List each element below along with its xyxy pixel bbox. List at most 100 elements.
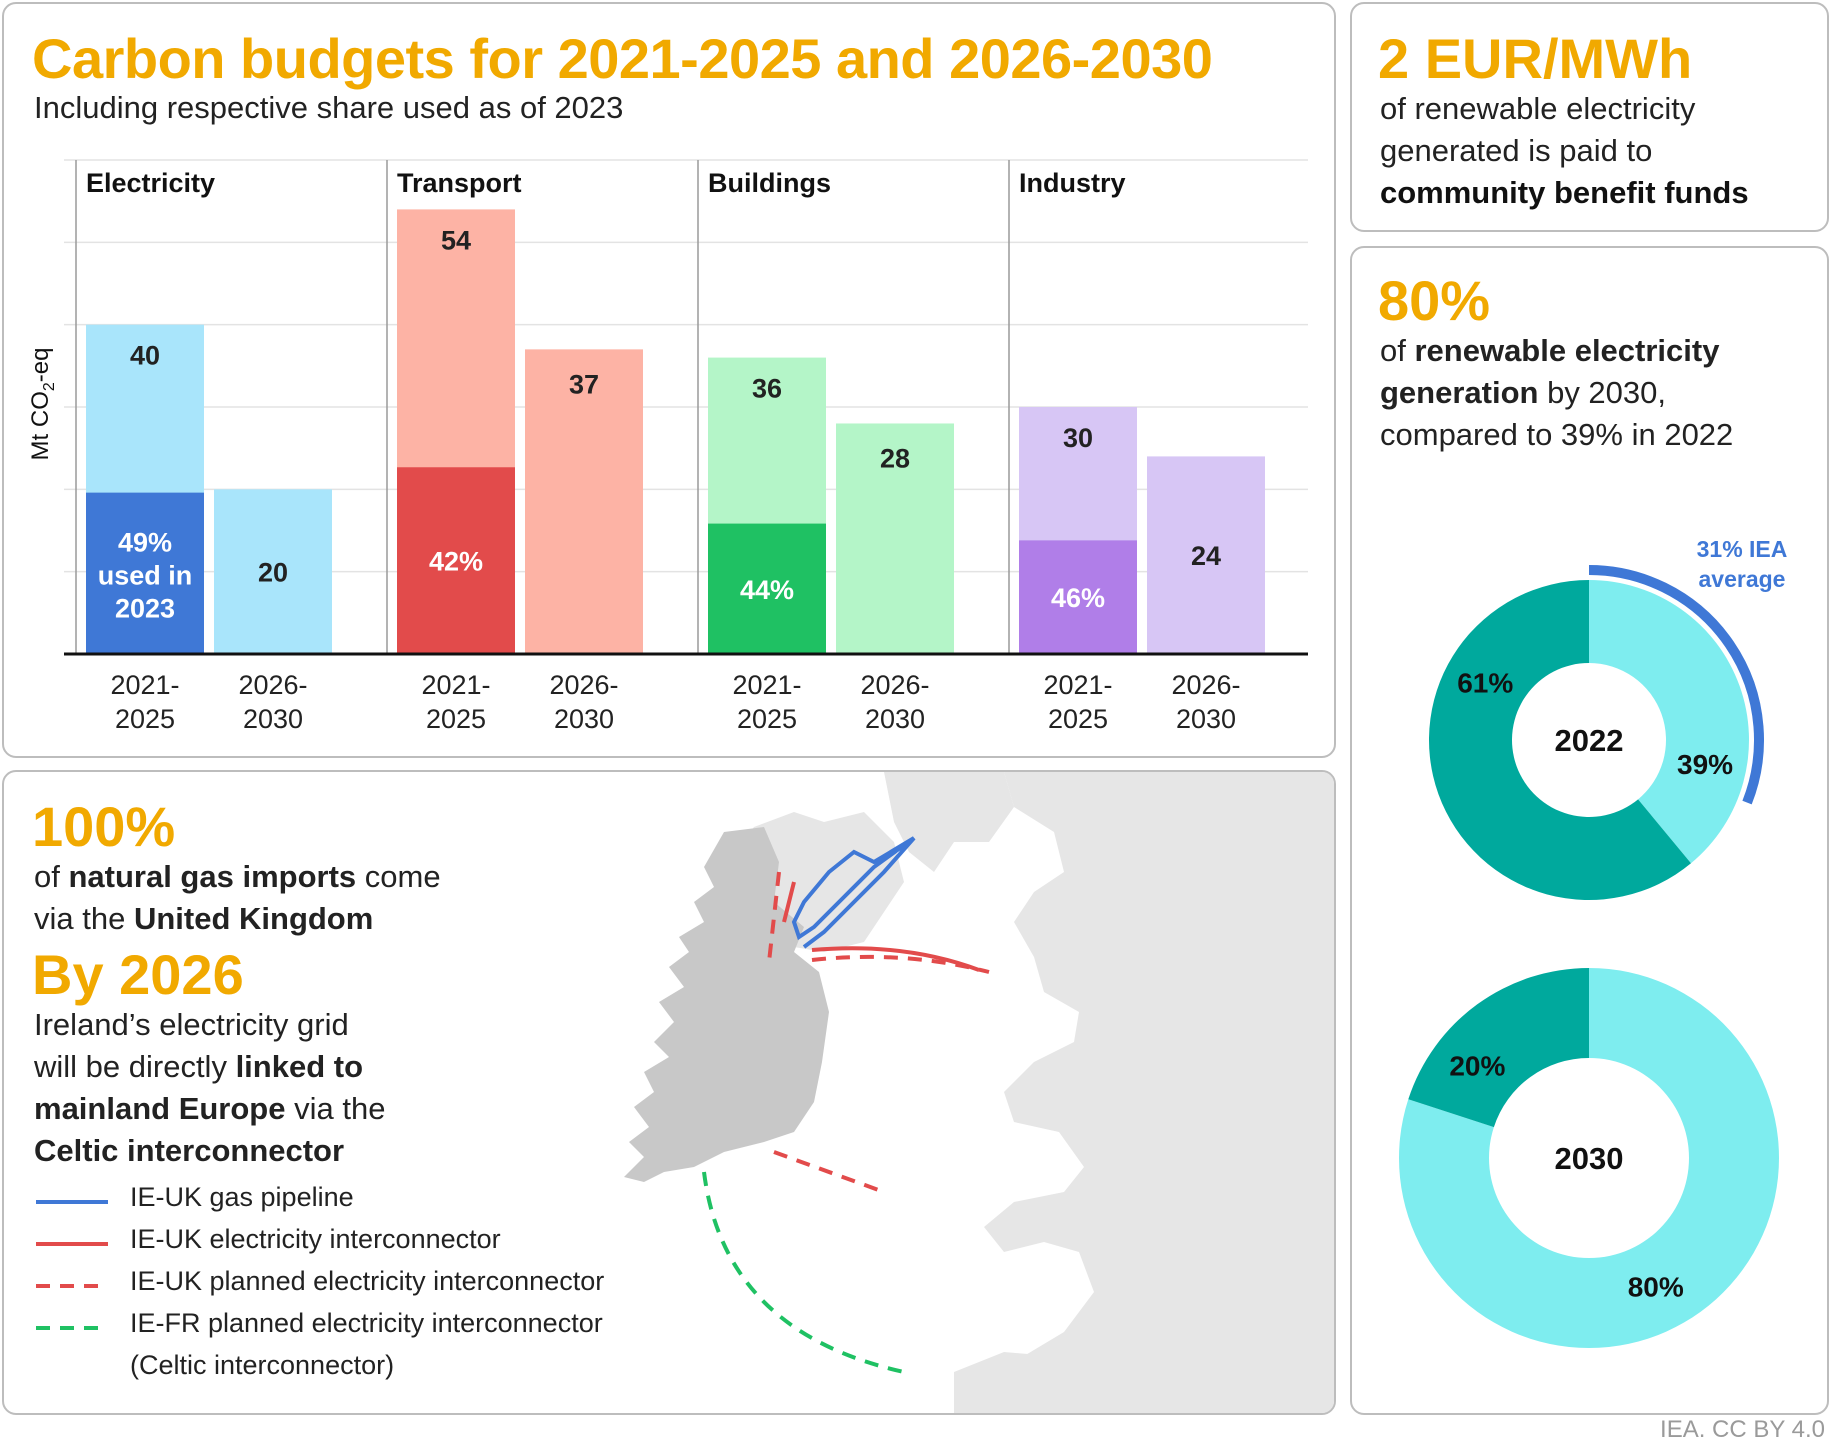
scotland-southwest-landmass — [884, 772, 1014, 872]
iea-average-arc — [1588, 565, 1764, 805]
legend-item-planned-ie-uk: IE-UK planned electricity interconnector — [34, 1266, 654, 1308]
x-tick-label: 2021- — [732, 670, 801, 700]
renewable-share-donuts: 2022 61% 39% 2030 20% 80% 31% IEA average — [1399, 536, 1788, 1349]
bar-industry-1 — [1147, 456, 1265, 654]
legend-swatch-gas-pipeline — [36, 1200, 108, 1204]
donut-center-label: 2022 — [1555, 723, 1624, 758]
renewable-share-headline: 80% — [1378, 269, 1491, 332]
donut-center-label: 2030 — [1555, 1141, 1624, 1176]
x-tick-label: 2025 — [115, 704, 175, 734]
planned-ie-uk-line-4 — [782, 881, 796, 923]
community-fund-headline: 2 EUR/MWh — [1378, 27, 1693, 90]
chart-subtitle: Including respective share used as of 20… — [34, 90, 624, 125]
legend-item-note: (Celtic interconnector) — [34, 1350, 654, 1392]
x-tick-label: 2030 — [865, 704, 925, 734]
community-fund-panel: 2 EUR/MWh of renewable electricity gener… — [1350, 2, 1829, 232]
bar-used-industry — [1019, 540, 1137, 654]
grid-link-line-1: Ireland’s electricity grid — [34, 1007, 349, 1042]
bar-buildings-1 — [836, 423, 954, 654]
bar-value-label: 28 — [880, 443, 910, 473]
community-fund-line-2: generated is paid to — [1380, 133, 1653, 168]
community-fund-text: of renewable electricity generated is pa… — [1380, 88, 1749, 214]
group-label-industry: Industry — [1019, 168, 1126, 198]
x-tick-label: 2030 — [554, 704, 614, 734]
used-share-label: 42% — [429, 547, 483, 577]
donut-slice-label: 39% — [1677, 749, 1733, 780]
legend-swatch-electricity-interconnector — [36, 1242, 108, 1246]
bar-used-transport — [397, 467, 515, 654]
legend-swatch-planned-ie-fr — [36, 1326, 108, 1330]
planned-ie-uk-line-2 — [773, 1150, 885, 1194]
map-legend: IE-UK gas pipeline IE-UK electricity int… — [34, 1182, 654, 1392]
planned-ie-uk-line-1 — [811, 954, 990, 974]
legend-item-gas-pipeline: IE-UK gas pipeline — [34, 1182, 654, 1224]
chart-title: Carbon budgets for 2021-2025 and 2026-20… — [32, 27, 1213, 90]
donut-slice-label: 80% — [1628, 1272, 1684, 1303]
donut-slice-2030-light — [1399, 968, 1779, 1349]
y-axis-label: Mt CO2-eq — [27, 348, 58, 461]
great-britain-landmass — [984, 772, 1334, 1413]
brittany-landmass — [1009, 1362, 1204, 1413]
donut-slice-2022-light — [1589, 580, 1749, 864]
bar-value-label: 54 — [441, 225, 471, 255]
renewable-share-line-2: generation by 2030, — [1380, 375, 1667, 410]
bar-electricity-1 — [214, 489, 332, 654]
grid-link-line-3: mainland Europe via the — [34, 1091, 386, 1126]
x-tick-label: 2030 — [243, 704, 303, 734]
iea-average-label: 31% IEA — [1697, 536, 1788, 562]
used-share-label: 44% — [740, 575, 794, 605]
x-tick-label: 2021- — [110, 670, 179, 700]
gas-imports-headline: 100% — [32, 795, 176, 858]
gas-imports-line-2: via the United Kingdom — [34, 901, 374, 936]
bar-value-label: 36 — [752, 374, 782, 404]
x-tick-label: 2025 — [1048, 704, 1108, 734]
bar-used-electricity — [86, 492, 204, 654]
donut-slice-label: 20% — [1449, 1050, 1505, 1081]
planned-ie-uk-line-3 — [767, 871, 781, 963]
bar-value-label: 30 — [1063, 423, 1093, 453]
x-tick-label: 2025 — [426, 704, 486, 734]
group-label-buildings: Buildings — [708, 168, 831, 198]
used-share-label: used in — [98, 560, 193, 590]
renewable-share-text: of renewable electricity generation by 2… — [1380, 330, 1733, 456]
x-tick-label: 2021- — [1043, 670, 1112, 700]
x-tick-label: 2021- — [421, 670, 490, 700]
x-tick-label: 2025 — [737, 704, 797, 734]
renewable-share-line-3: compared to 39% in 2022 — [1380, 417, 1734, 452]
x-tick-label: 2026- — [549, 670, 618, 700]
x-tick-label: 2026- — [860, 670, 929, 700]
source-credit: IEA. CC BY 4.0 — [1660, 1416, 1825, 1443]
gas-imports-text: of natural gas imports come via the Unit… — [34, 856, 441, 940]
legend-item-electricity-interconnector: IE-UK electricity interconnector — [34, 1224, 654, 1266]
group-label-electricity: Electricity — [86, 168, 215, 198]
grid-link-line-2: will be directly linked to — [34, 1049, 364, 1084]
bar-used-buildings — [708, 523, 826, 654]
community-fund-line-3: community benefit funds — [1380, 175, 1749, 210]
legend-swatch-planned-ie-uk — [36, 1284, 108, 1288]
carbon-budgets-panel: Mt CO2-eq Electricity 49% used in 2023 40 2021… — [2, 2, 1336, 758]
used-share-label: 49% — [118, 527, 172, 557]
renewable-share-panel: 2022 61% 39% 2030 20% 80% 31% IEA average 80% o… — [1350, 246, 1829, 1415]
donut-slice-2030-dark — [1408, 968, 1589, 1128]
renewable-share-line-1: of renewable electricity — [1380, 333, 1720, 368]
bar-value-label: 37 — [569, 369, 599, 399]
ireland-uk-map — [624, 772, 1334, 1413]
grid-link-text: Ireland’s electricity grid will be direc… — [34, 1004, 385, 1172]
legend-label: IE-UK electricity interconnector — [130, 1224, 501, 1254]
legend-note: (Celtic interconnector) — [130, 1350, 395, 1380]
x-tick-label: 2030 — [1176, 704, 1236, 734]
interconnection-panel: 100% of natural gas imports come via the… — [2, 770, 1336, 1415]
legend-label: IE-FR planned electricity interconnector — [130, 1308, 603, 1338]
bar-value-label: 24 — [1191, 541, 1221, 571]
gas-imports-line-1: of natural gas imports come — [34, 859, 441, 894]
donut-slice-2022-dark — [1429, 580, 1691, 900]
gas-pipeline-line — [791, 836, 916, 949]
legend-label: IE-UK gas pipeline — [130, 1182, 354, 1212]
donut-slice-label: 61% — [1457, 668, 1513, 699]
bar-value-label: 20 — [258, 558, 288, 588]
bar-value-label: 40 — [130, 341, 160, 371]
grid-link-headline: By 2026 — [32, 943, 244, 1006]
bar-transport-1 — [525, 349, 643, 654]
community-fund-line-1: of renewable electricity — [1380, 91, 1696, 126]
legend-label: IE-UK planned electricity interconnector — [130, 1266, 605, 1296]
